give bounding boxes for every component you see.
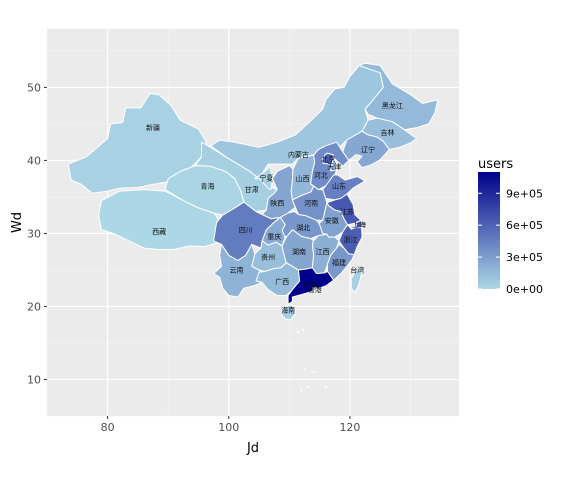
label-内蒙古: 内蒙古 [288,150,309,159]
label-台湾: 台湾 [350,265,364,274]
label-北京: 北京 [321,154,335,163]
label-甘肃: 甘肃 [245,185,259,194]
legend-label: 9e+05 [506,187,543,200]
label-江西: 江西 [316,248,330,256]
label-河南: 河南 [304,198,318,207]
label-香港: 香港 [308,285,322,294]
label-山西: 山西 [296,174,310,183]
label-吉林: 吉林 [381,128,395,137]
label-浙江: 浙江 [344,235,358,244]
label-贵州: 贵州 [261,252,275,261]
legend-title: users [478,157,513,172]
label-黑龙江: 黑龙江 [382,101,403,110]
province-海南 [280,304,296,321]
label-青海: 青海 [201,181,215,190]
island-dot [300,389,303,392]
province-福建 [327,243,355,281]
label-广西: 广西 [275,277,289,286]
label-四川: 四川 [239,226,253,234]
province-辽宁 [342,130,390,169]
label-广东: 广东 [304,280,318,289]
island-dot [318,378,321,381]
label-云南: 云南 [230,265,244,274]
axes: 80 100 120 10 20 30 40 50 [27,81,360,434]
label-福建: 福建 [332,258,346,267]
province-新疆 [67,92,207,194]
label-宁夏: 宁夏 [259,173,273,182]
label-山东: 山东 [332,181,346,190]
island-dot [302,328,305,331]
x-tick-label: 80 [101,421,115,434]
legend-label: 3e+05 [506,251,543,264]
island-dot [297,330,300,334]
province-天津 [330,158,338,172]
label-辽宁: 辽宁 [361,145,375,154]
province-云南 [213,243,263,298]
legend-label: 0e+00 [506,283,543,296]
label-上海: 上海 [352,220,366,229]
label-新疆: 新疆 [146,123,160,132]
label-江苏: 江苏 [340,207,354,216]
label-湖南: 湖南 [292,247,306,256]
color-legend: users 0e+00 3e+05 6e+05 9e+05 [478,157,543,296]
island-dot [324,385,327,388]
y-tick-label: 30 [27,227,41,240]
y-tick-label: 50 [27,81,41,94]
island-dot [303,367,306,370]
legend-label: 6e+05 [506,219,543,232]
x-tick-label: 100 [218,421,239,434]
label-湖北: 湖北 [296,223,310,232]
y-tick-label: 40 [27,154,41,167]
province-香港 [312,287,317,292]
province-shapes [67,62,439,392]
province-宁夏 [254,165,273,191]
y-tick-label: 20 [27,300,41,313]
label-天津: 天津 [327,163,341,171]
x-tick-label: 120 [339,421,360,434]
province-广东 [287,267,335,305]
label-安徽: 安徽 [325,216,339,225]
label-海南: 海南 [281,306,295,315]
y-tick-label: 10 [27,373,41,386]
label-重庆: 重庆 [267,232,281,241]
province-江西 [311,233,340,275]
island-dot [312,371,315,374]
x-axis-title: Jd [246,441,259,456]
label-河北: 河北 [314,172,328,180]
island-dot [306,385,309,388]
province-黑龙江 [358,62,439,131]
legend-colorbar [478,172,500,289]
y-axis-title: Wd [10,212,25,233]
label-陕西: 陕西 [270,198,284,207]
label-西藏: 西藏 [152,227,166,236]
province-台湾 [350,267,363,294]
